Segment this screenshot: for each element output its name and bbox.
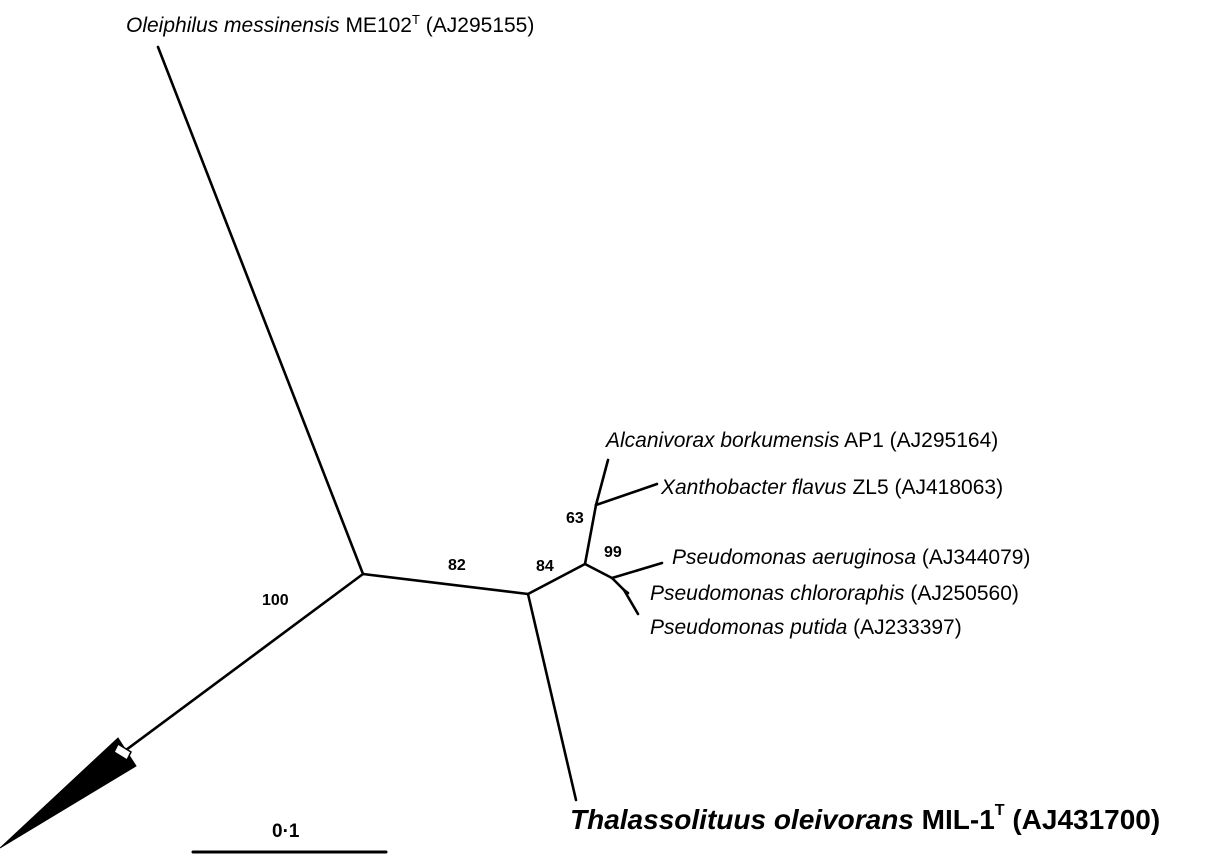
branch-thalassolituus [526, 592, 578, 802]
taxon-label-oleiphilus: Oleiphilus messinensis ME102T (AJ295155) [126, 12, 535, 37]
bootstrap-value-82: 82 [448, 557, 466, 574]
branch-alcanivorax [594, 458, 610, 507]
branch-internal-99 [583, 562, 614, 580]
branch-p-putida [622, 588, 640, 616]
taxon-label-p-chlororaphis: Pseudomonas chlororaphis (AJ250560) [650, 582, 1019, 605]
taxon-label-thalassolituus: Thalassolituus oleivorans MIL-1T (AJ4317… [570, 802, 1161, 835]
branch-oleiphilus [156, 45, 365, 576]
collapsed-clade-wedge-inner [113, 742, 132, 762]
branch-p-aeruginosa [610, 561, 664, 580]
branch-xanthobacter [594, 482, 659, 507]
branch-internal-84 [526, 562, 587, 596]
branch-to-collapsed-clade [124, 572, 365, 752]
collapsed-clade-wedge [0, 737, 137, 849]
bootstrap-value-99: 99 [604, 544, 622, 561]
branch-internal-63 [583, 503, 598, 566]
bootstrap-value-84: 84 [536, 558, 554, 575]
bootstrap-value-63: 63 [566, 510, 584, 527]
taxon-label-p-putida: Pseudomonas putida (AJ233397) [650, 616, 962, 639]
branch-internal-82 [361, 572, 530, 596]
branch-pseudomonas-sub [610, 576, 626, 592]
bootstrap-value-100: 100 [262, 592, 289, 609]
taxon-label-p-aeruginosa: Pseudomonas aeruginosa (AJ344079) [672, 546, 1031, 569]
taxon-label-xanthobacter: Xanthobacter flavus ZL5 (AJ418063) [661, 476, 1004, 499]
scale-bar-label: 0·1 [272, 821, 300, 842]
taxon-label-alcanivorax: Alcanivorax borkumensis AP1 (AJ295164) [606, 429, 999, 452]
